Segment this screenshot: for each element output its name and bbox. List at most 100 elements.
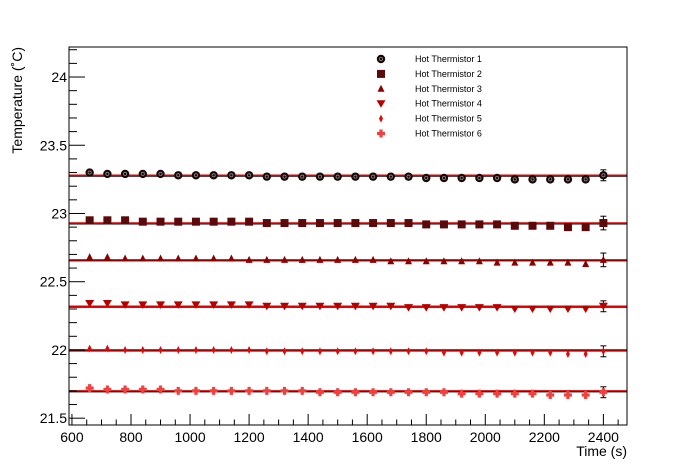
data-point	[422, 220, 431, 229]
data-point	[546, 258, 554, 266]
data-point-highlight	[229, 173, 234, 178]
data-point-highlight	[406, 174, 411, 179]
data-point	[315, 302, 325, 311]
data-point-fill	[280, 172, 289, 181]
data-point	[475, 220, 484, 229]
data-point	[138, 385, 147, 394]
x-tick-label: 600	[60, 429, 84, 445]
data-point-highlight	[495, 176, 500, 181]
data-point	[85, 168, 94, 177]
data-point-highlight	[565, 177, 570, 182]
data-point	[262, 172, 272, 181]
data-point	[173, 301, 183, 309]
data-point	[157, 254, 165, 262]
data-point	[227, 171, 236, 180]
data-point	[545, 305, 555, 314]
data-point-fill	[475, 173, 484, 183]
data-point	[564, 258, 572, 266]
data-point	[139, 254, 147, 262]
x-tick-label: 800	[119, 429, 143, 445]
data-point	[457, 389, 466, 398]
data-point-highlight	[140, 171, 145, 176]
data-point	[583, 350, 588, 359]
data-point	[280, 386, 289, 395]
data-point	[298, 255, 306, 263]
data-point	[262, 219, 271, 228]
data-point	[439, 220, 448, 229]
data-point	[528, 389, 537, 398]
data-point	[87, 344, 92, 353]
data-point	[245, 255, 253, 263]
data-point	[298, 172, 307, 181]
data-point-highlight	[264, 174, 269, 179]
legend-marker	[377, 129, 385, 138]
data-point-fill	[191, 171, 201, 180]
summary-point-2	[599, 215, 608, 231]
data-point	[424, 347, 429, 356]
data-point-fill	[298, 172, 307, 181]
data-point	[439, 388, 448, 397]
data-point	[581, 223, 590, 232]
data-point	[388, 347, 393, 356]
data-point	[103, 216, 112, 225]
data-point	[280, 219, 289, 228]
y-tick-label: 22.5	[40, 274, 67, 290]
x-axis-title: Time (s)	[576, 443, 627, 459]
data-point	[244, 171, 254, 180]
data-point	[105, 344, 110, 353]
data-point	[247, 345, 252, 354]
data-point	[156, 385, 165, 394]
x-tick-label: 1400	[293, 429, 324, 445]
data-point-fill	[386, 172, 396, 181]
data-point	[85, 300, 95, 308]
data-point	[121, 385, 130, 394]
legend-label: Hot Thermistor 2	[415, 69, 482, 79]
x-tick-label: 2200	[529, 429, 560, 445]
legend-marker	[376, 100, 386, 108]
data-point	[315, 219, 324, 228]
data-point	[86, 253, 94, 261]
series-6	[85, 384, 590, 399]
data-point	[369, 255, 377, 263]
summary-marker	[599, 219, 608, 228]
data-point	[262, 386, 271, 395]
data-point	[563, 305, 573, 314]
data-point-fill	[103, 169, 112, 179]
series-4	[85, 300, 591, 314]
legend-item-3: Hot Thermistor 3	[377, 84, 482, 94]
data-point	[563, 223, 572, 232]
data-point	[103, 385, 112, 394]
legend-item-5: Hot Thermistor 5	[379, 114, 482, 124]
data-point	[510, 175, 520, 184]
data-point	[191, 217, 200, 226]
x-tick-label: 1600	[352, 429, 383, 445]
data-point	[227, 217, 236, 226]
data-point	[351, 255, 359, 263]
data-point	[493, 220, 502, 229]
data-points	[85, 168, 591, 399]
data-point-fill	[510, 175, 520, 184]
data-point	[582, 259, 590, 267]
data-point	[386, 388, 395, 397]
data-point	[85, 384, 94, 393]
x-axis-ticks	[71, 414, 619, 425]
data-point	[404, 388, 413, 397]
data-point	[193, 345, 198, 354]
data-point	[440, 257, 448, 265]
summary-point-4	[598, 300, 608, 313]
data-point-fill	[174, 171, 183, 180]
x-tick-label: 2000	[470, 429, 501, 445]
data-point	[245, 217, 254, 226]
legend-item-4: Hot Thermistor 4	[376, 99, 482, 109]
data-point-fill	[439, 173, 449, 183]
data-point	[529, 258, 537, 266]
y-tick-label: 23.5	[40, 137, 67, 153]
data-point	[263, 255, 271, 263]
summary-marker	[599, 255, 607, 263]
data-point	[421, 304, 431, 312]
series-2	[85, 216, 590, 232]
data-point-fill	[209, 171, 218, 180]
data-point-highlight	[424, 176, 429, 181]
data-point	[404, 172, 413, 181]
